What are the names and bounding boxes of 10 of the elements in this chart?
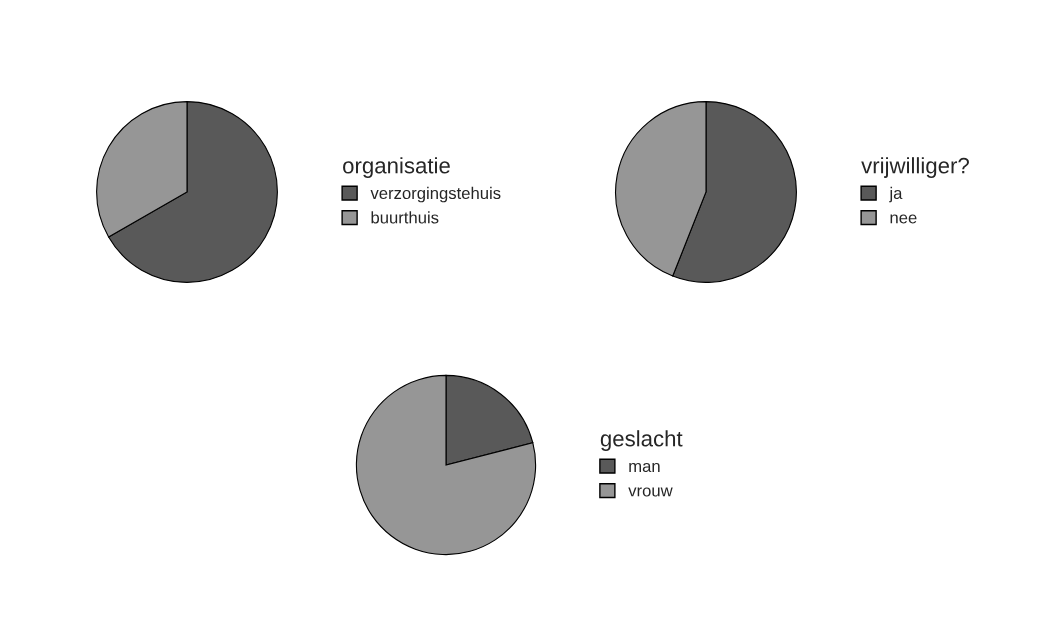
- legend-label: buurthuis: [371, 211, 439, 224]
- legend-title: organisatie: [343, 157, 450, 178]
- legend-label: verzorgingstehuis: [370, 186, 501, 203]
- legend-label: man: [629, 462, 660, 473]
- legend-label: nee: [890, 214, 917, 224]
- legend-title: vrijwilliger?: [861, 157, 969, 178]
- legend-title: geslacht: [600, 430, 683, 451]
- legend-label: vrouw: [628, 487, 673, 497]
- legend-label: ja: [889, 186, 903, 203]
- pie-slice: [355, 374, 537, 556]
